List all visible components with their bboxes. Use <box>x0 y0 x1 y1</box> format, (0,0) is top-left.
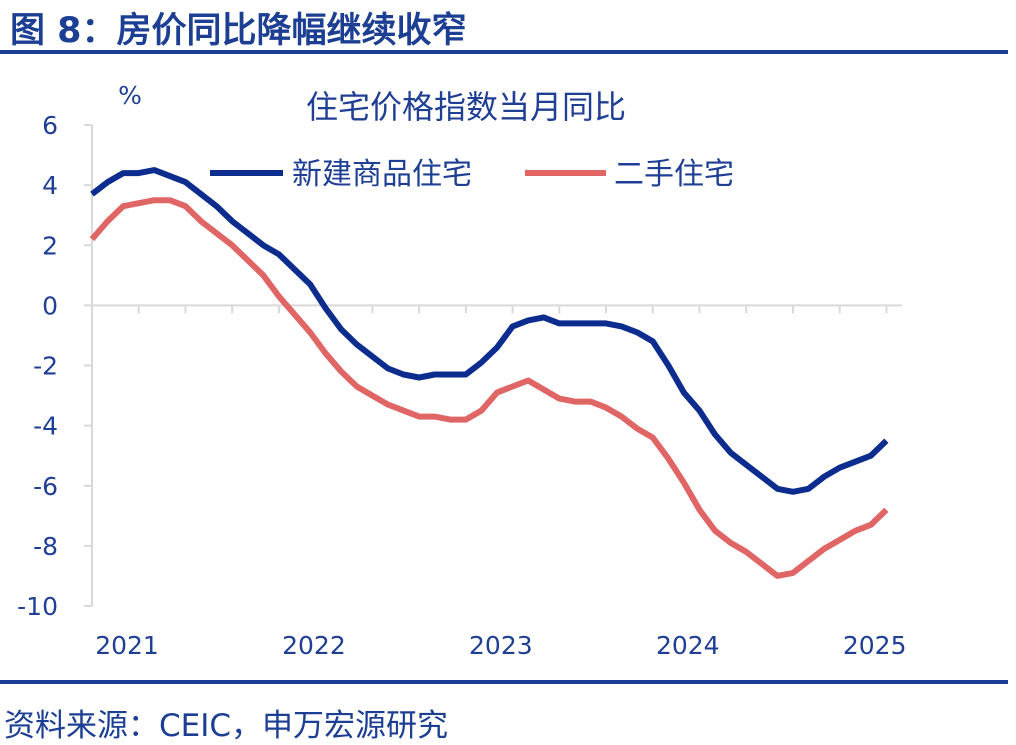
x-tick-label: 2024 <box>656 631 720 660</box>
y-unit-label: % <box>118 81 142 110</box>
title-rule <box>0 50 1008 54</box>
legend-label-second-hand: 二手住宅 <box>614 157 734 192</box>
x-tick-label: 2023 <box>469 631 533 660</box>
y-tick-label: 0 <box>42 291 58 320</box>
y-tick-label: 2 <box>42 231 58 260</box>
footer-rule <box>0 680 1008 684</box>
series-layer <box>89 167 889 579</box>
legend: 新建商品住宅 二手住宅 <box>210 157 734 192</box>
series-line-second-hand <box>89 197 889 579</box>
y-tick-label: -10 <box>17 592 58 621</box>
figure-title: 图 8：房价同比降幅继续收窄 <box>10 11 467 51</box>
source-note: 资料来源：CEIC，申万宏源研究 <box>4 708 449 744</box>
y-tick-label: -4 <box>33 412 58 441</box>
x-tick-label: 2021 <box>95 631 159 660</box>
y-tick-label: -6 <box>33 472 58 501</box>
y-tick-label: 4 <box>42 171 58 200</box>
axes: 6 4 2 0 -2 -4 -6 -8 -10 2021 2022 2023 2024 2025 <box>17 111 906 660</box>
x-tick-label: 2025 <box>843 631 907 660</box>
series-line-new-home <box>90 167 889 495</box>
y-tick-label: 6 <box>42 111 58 140</box>
legend-label-new-home: 新建商品住宅 <box>292 157 472 192</box>
y-tick-label: -8 <box>33 532 58 561</box>
y-tick-label: -2 <box>33 352 58 381</box>
chart-title: 住宅价格指数当月同比 <box>306 88 626 126</box>
x-tick-label: 2022 <box>282 631 346 660</box>
